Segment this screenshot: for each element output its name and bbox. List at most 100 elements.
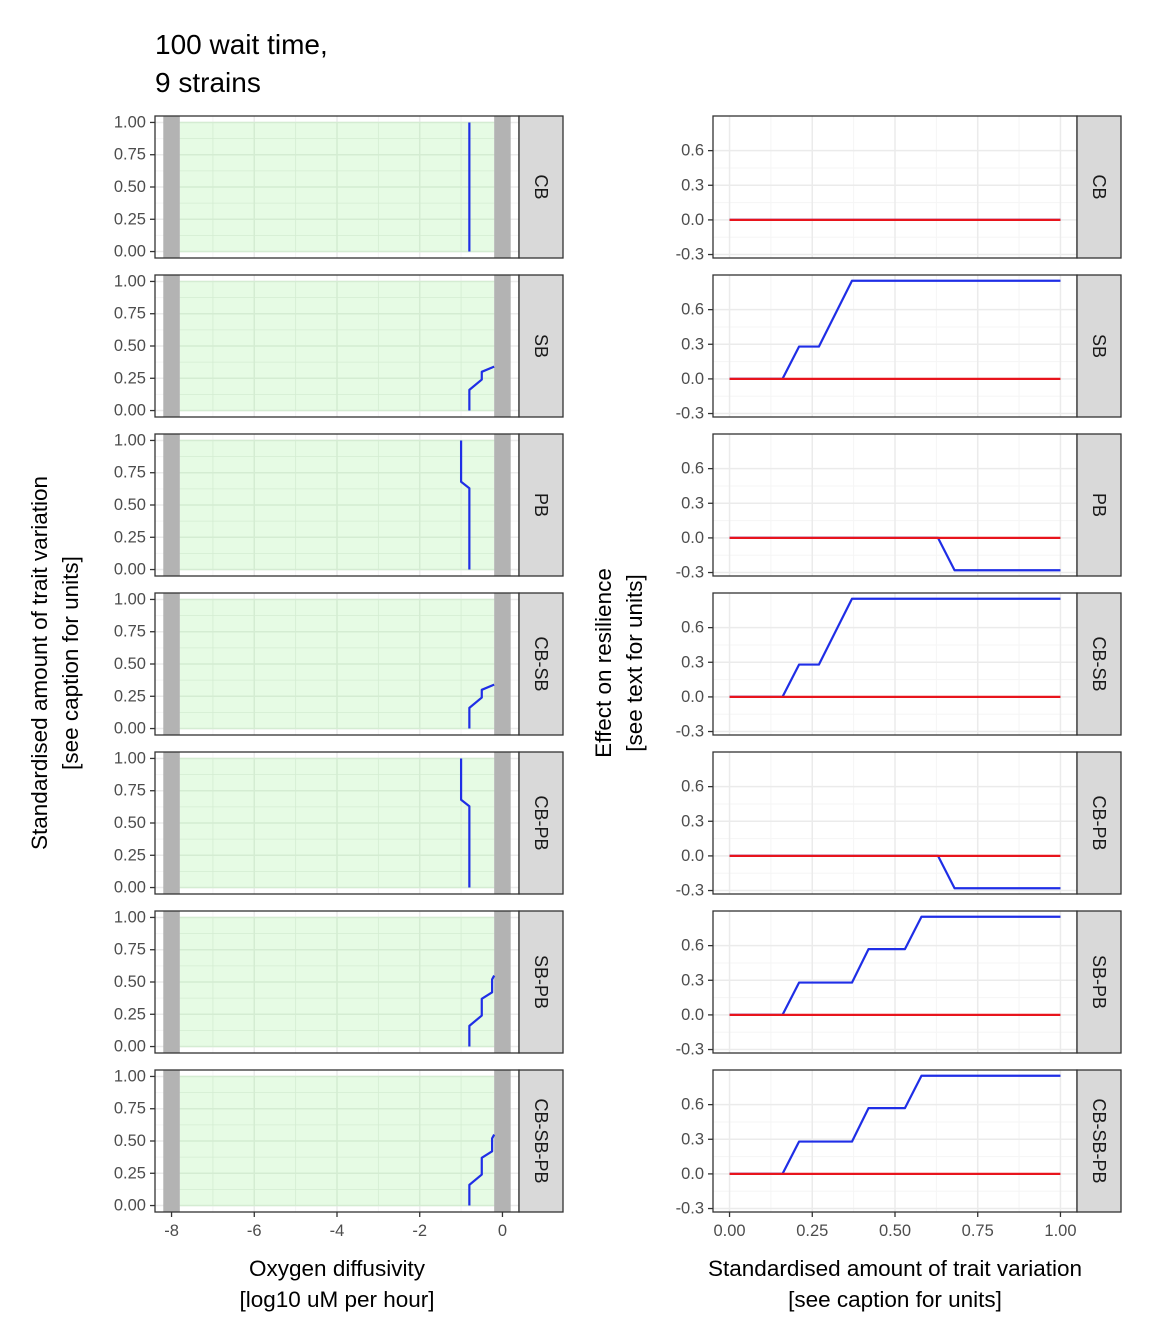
facet-panel-0-4: CB-PB 0.00 0.25 0.50 0.75 1.00 bbox=[114, 749, 564, 897]
facet-strip-label: SB bbox=[1089, 334, 1109, 358]
facet-strip bbox=[1076, 751, 1122, 895]
facet-strip-label: CB bbox=[531, 174, 551, 199]
y-tick-label: 0.75 bbox=[114, 782, 146, 800]
y-tick-label: 0.3 bbox=[681, 971, 704, 989]
y-tick-label: -0.3 bbox=[676, 405, 704, 423]
facet-strip-label: CB-PB bbox=[531, 795, 551, 850]
facet-strip-label: PB bbox=[531, 493, 551, 517]
panel-plot-area bbox=[155, 752, 519, 894]
x-tick-label: 0.50 bbox=[879, 1222, 911, 1240]
left-y-axis-title-line-2: [see caption for units] bbox=[58, 556, 83, 770]
limit-band bbox=[163, 434, 180, 576]
y-tick-label: 0.50 bbox=[114, 178, 146, 196]
x-tick-label: 0.00 bbox=[713, 1222, 745, 1240]
facet-panels: CB0.000.250.500.751.00SB0.000.250.500.75… bbox=[114, 113, 1122, 1240]
y-tick-label: -0.3 bbox=[676, 1200, 704, 1218]
y-tick-label: -0.3 bbox=[676, 723, 704, 741]
series-blue-line bbox=[729, 1074, 1061, 1176]
y-tick-label: 0.25 bbox=[114, 210, 146, 228]
facet-strip bbox=[518, 592, 564, 736]
facet-strip bbox=[1076, 1069, 1122, 1213]
limit-band bbox=[163, 593, 180, 735]
facet-panel-1-6: CB-SB-PB -0.3 0.0 0.3 0.6 bbox=[676, 1069, 1122, 1218]
series-line bbox=[468, 365, 495, 411]
y-tick-label: 0.50 bbox=[114, 814, 146, 832]
panel-plot-area bbox=[155, 275, 519, 417]
y-tick-label: 0.25 bbox=[114, 687, 146, 705]
y-tick-label: 0.25 bbox=[114, 1164, 146, 1182]
panel-plot-area bbox=[155, 1070, 519, 1212]
facet-strip-label: CB-PB bbox=[1089, 795, 1109, 850]
facet-strip-label: CB-SB bbox=[1089, 636, 1109, 691]
y-tick-label: 0.6 bbox=[681, 301, 704, 319]
y-tick-label: -0.3 bbox=[676, 882, 704, 900]
y-tick-label: 0.50 bbox=[114, 973, 146, 991]
y-tick-label: 0.0 bbox=[681, 1006, 704, 1024]
left-y-axis-title-line-1: Standardised amount of trait variation bbox=[27, 476, 52, 850]
x-tick-label: 0.75 bbox=[962, 1222, 994, 1240]
x-tick-label: -2 bbox=[412, 1222, 427, 1240]
panel-plot-area bbox=[155, 911, 519, 1053]
limit-band bbox=[163, 275, 180, 417]
panel-plot-area bbox=[713, 1070, 1077, 1212]
facet-strip bbox=[518, 751, 564, 895]
y-tick-label: 1.00 bbox=[114, 431, 146, 449]
panel-plot-area bbox=[713, 275, 1077, 417]
y-tick-label: -0.3 bbox=[676, 564, 704, 582]
x-tick-label: -4 bbox=[330, 1222, 345, 1240]
limit-band bbox=[163, 116, 180, 258]
facet-panel-1-2: PB -0.3 0.0 0.3 0.6 bbox=[676, 433, 1122, 582]
y-tick-label: -0.3 bbox=[676, 246, 704, 264]
y-tick-label: 1.00 bbox=[114, 272, 146, 290]
panel-plot-area bbox=[713, 911, 1077, 1053]
y-tick-label: 0.3 bbox=[681, 335, 704, 353]
y-tick-label: 0.6 bbox=[681, 619, 704, 637]
facet-panel-0-0: CB 0.00 0.25 0.50 0.75 1.00 bbox=[114, 113, 564, 261]
facet-panel-0-5: SB-PB 0.00 0.25 0.50 0.75 1.00 bbox=[114, 908, 564, 1056]
panel-plot-area bbox=[713, 434, 1077, 576]
right-x-axis-title-line-2: [see caption for units] bbox=[788, 1287, 1002, 1312]
limit-band bbox=[494, 434, 511, 576]
y-tick-label: 0.50 bbox=[114, 1132, 146, 1150]
y-tick-label: 0.50 bbox=[114, 337, 146, 355]
facet-panel-0-6: CB-SB-PB 0.00 0.25 0.50 0.75 1.00 bbox=[114, 1067, 564, 1215]
y-tick-label: 0.0 bbox=[681, 688, 704, 706]
facet-strip bbox=[1076, 910, 1122, 1054]
series-blue-line bbox=[729, 915, 1061, 1017]
facet-strip-label: CB-SB-PB bbox=[531, 1098, 551, 1183]
y-tick-label: 0.3 bbox=[681, 812, 704, 830]
series-line bbox=[459, 758, 471, 888]
y-tick-label: 0.0 bbox=[681, 847, 704, 865]
facet-strip-label: PB bbox=[1089, 493, 1109, 517]
x-tick-label: -8 bbox=[164, 1222, 179, 1240]
facet-strip-label: SB-PB bbox=[531, 955, 551, 1009]
limit-band bbox=[494, 116, 511, 258]
facet-strip-label: SB-PB bbox=[1089, 955, 1109, 1009]
panel-plot-area bbox=[713, 752, 1077, 894]
y-tick-label: 0.00 bbox=[114, 1197, 146, 1215]
limit-band bbox=[163, 1070, 180, 1212]
y-tick-label: 0.3 bbox=[681, 653, 704, 671]
left-x-axis-title-line-2: [log10 uM per hour] bbox=[239, 1287, 434, 1312]
y-tick-label: 0.75 bbox=[114, 464, 146, 482]
limit-band bbox=[494, 752, 511, 894]
x-tick-label: 0 bbox=[498, 1222, 507, 1240]
facet-strip-label: CB-SB bbox=[531, 636, 551, 691]
y-tick-label: 0.25 bbox=[114, 1005, 146, 1023]
facet-strip bbox=[1076, 592, 1122, 736]
y-tick-label: 0.25 bbox=[114, 846, 146, 864]
facet-strip bbox=[518, 910, 564, 1054]
y-tick-label: 0.00 bbox=[114, 879, 146, 897]
facet-strip-label: CB-SB-PB bbox=[1089, 1098, 1109, 1183]
facet-strip bbox=[1076, 115, 1122, 259]
y-tick-label: 0.0 bbox=[681, 370, 704, 388]
y-tick-label: 0.00 bbox=[114, 720, 146, 738]
panel-plot-area bbox=[155, 434, 519, 576]
series-line bbox=[459, 440, 471, 570]
facet-strip bbox=[518, 433, 564, 577]
y-tick-label: 0.3 bbox=[681, 176, 704, 194]
panel-plot-area bbox=[713, 116, 1077, 258]
y-tick-label: 0.00 bbox=[114, 1038, 146, 1056]
facet-panel-0-2: PB 0.00 0.25 0.50 0.75 1.00 bbox=[114, 431, 564, 579]
